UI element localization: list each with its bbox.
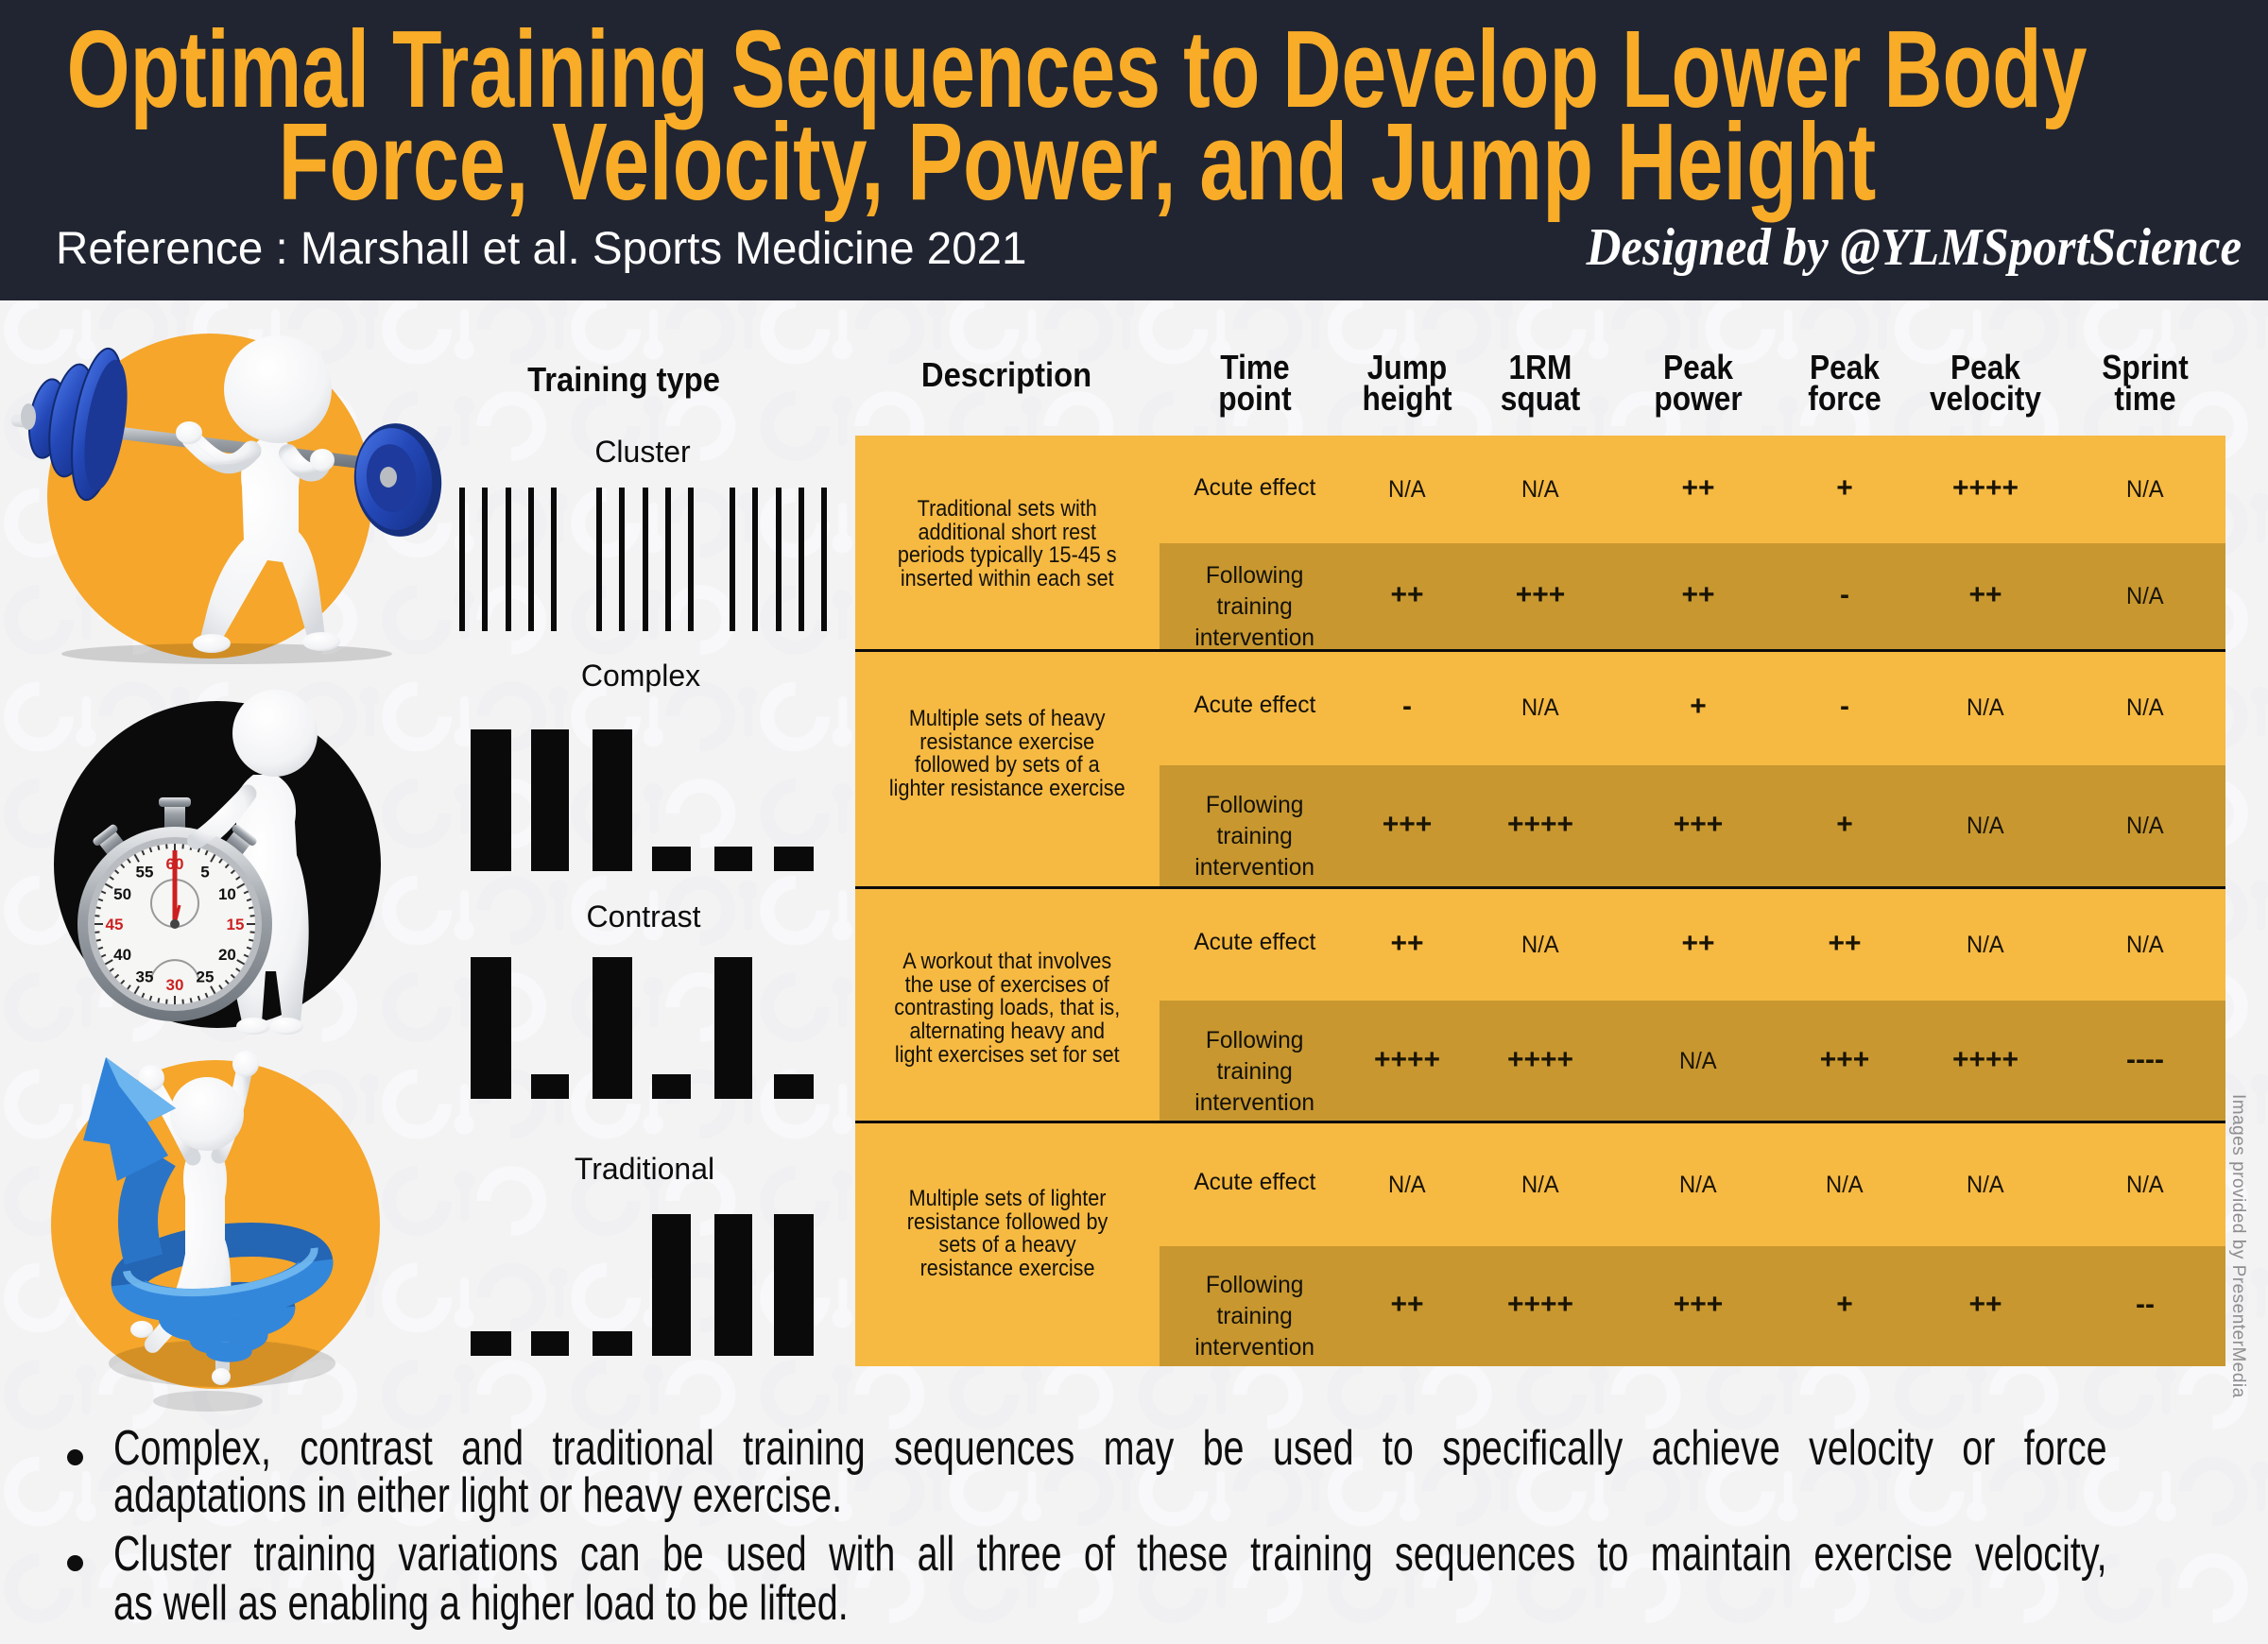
svg-text:60: 60 [166,855,184,873]
svg-text:10: 10 [218,885,236,903]
svg-text:50: 50 [113,885,131,903]
svg-text:25: 25 [197,968,215,985]
svg-text:15: 15 [227,916,245,933]
svg-text:20: 20 [218,946,236,964]
svg-text:55: 55 [136,864,154,882]
svg-text:5: 5 [200,864,209,882]
svg-text:30: 30 [166,976,184,994]
svg-text:35: 35 [136,968,154,985]
svg-text:45: 45 [106,916,124,933]
svg-text:40: 40 [113,946,131,964]
